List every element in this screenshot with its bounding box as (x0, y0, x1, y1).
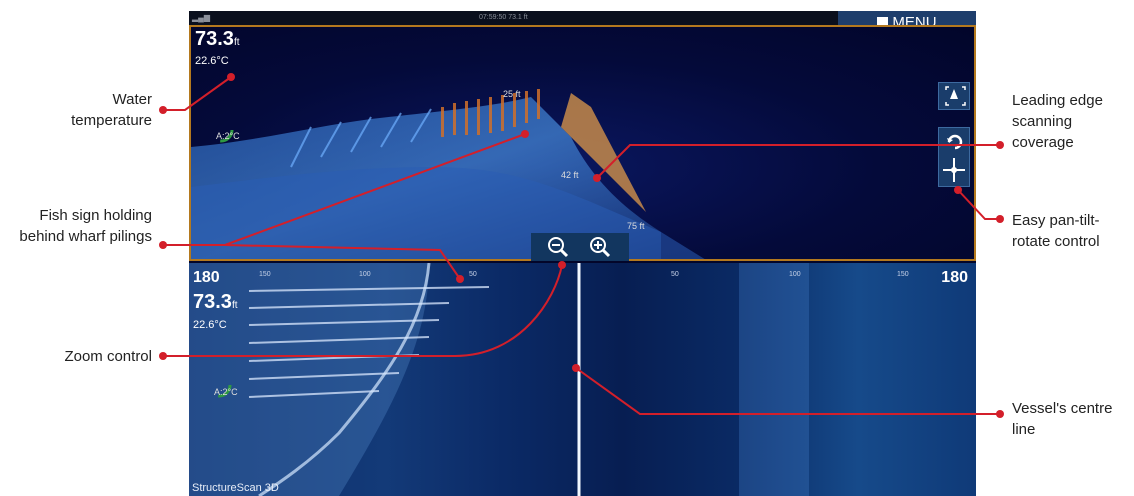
brand-label: StructureScan 3D (192, 482, 279, 494)
side-depth-readout: 73.3ft (193, 291, 238, 314)
range-label-3: 75 ft (627, 221, 645, 231)
tick-left-50: 50 (469, 271, 477, 278)
pan-tilt-rotate-control[interactable] (938, 127, 970, 187)
zoom-out-icon[interactable] (547, 236, 569, 258)
depth-value: 73.3 (195, 28, 234, 50)
status-clock: 07:59:50 73.1 ft (479, 14, 528, 21)
callout-pan-tilt: Easy pan-tilt-rotate control (1012, 212, 1100, 250)
callout-water-temperature: Water temperature (71, 91, 152, 129)
range-label-2: 42 ft (561, 170, 579, 180)
range-left: 180 (193, 269, 220, 286)
callout-leading-edge: Leading edge scanning coverage (1012, 92, 1103, 151)
depth-readout: 73.3ft (195, 28, 240, 51)
range-label-1: 25 ft (503, 89, 521, 99)
tick-right-150: 150 (897, 271, 909, 278)
tick-left-100: 100 (359, 271, 371, 278)
menu-icon (877, 17, 889, 28)
temperature-readout: 22.6°C (195, 55, 229, 67)
side-depth-unit: ft (231, 300, 238, 311)
signal-icon: ▂▄▆ (192, 13, 210, 22)
beam-angle-label: A:2°C (216, 131, 240, 141)
sonar-screen: ▂▄▆ 07:59:50 73.1 ft MENU (189, 11, 976, 496)
view-reset-button[interactable] (938, 82, 970, 110)
callout-centre-line: Vessel's centre line (1012, 400, 1113, 438)
status-bar: ▂▄▆ 07:59:50 73.1 ft (189, 11, 976, 25)
zoom-in-icon[interactable] (589, 236, 611, 258)
depth-unit: ft (233, 37, 240, 48)
side-scan-view[interactable]: 180 180 150 100 50 50 100 150 73.3ft 22.… (189, 263, 976, 496)
rotate-icon (943, 134, 965, 182)
tick-right-100: 100 (789, 271, 801, 278)
boat-view-icon (945, 86, 966, 106)
tick-right-50: 50 (671, 271, 679, 278)
side-depth-value: 73.3 (193, 291, 232, 313)
side-beam-angle-label: A:2°C (214, 387, 238, 397)
range-right: 180 (941, 269, 968, 286)
callout-fish-sign: Fish sign holding behind wharf pilings (19, 207, 152, 245)
zoom-control (531, 233, 629, 261)
side-scan-image (189, 263, 809, 496)
callout-zoom-control: Zoom control (64, 348, 152, 365)
tick-left-150: 150 (259, 271, 271, 278)
side-temperature-readout: 22.6°C (193, 319, 227, 331)
